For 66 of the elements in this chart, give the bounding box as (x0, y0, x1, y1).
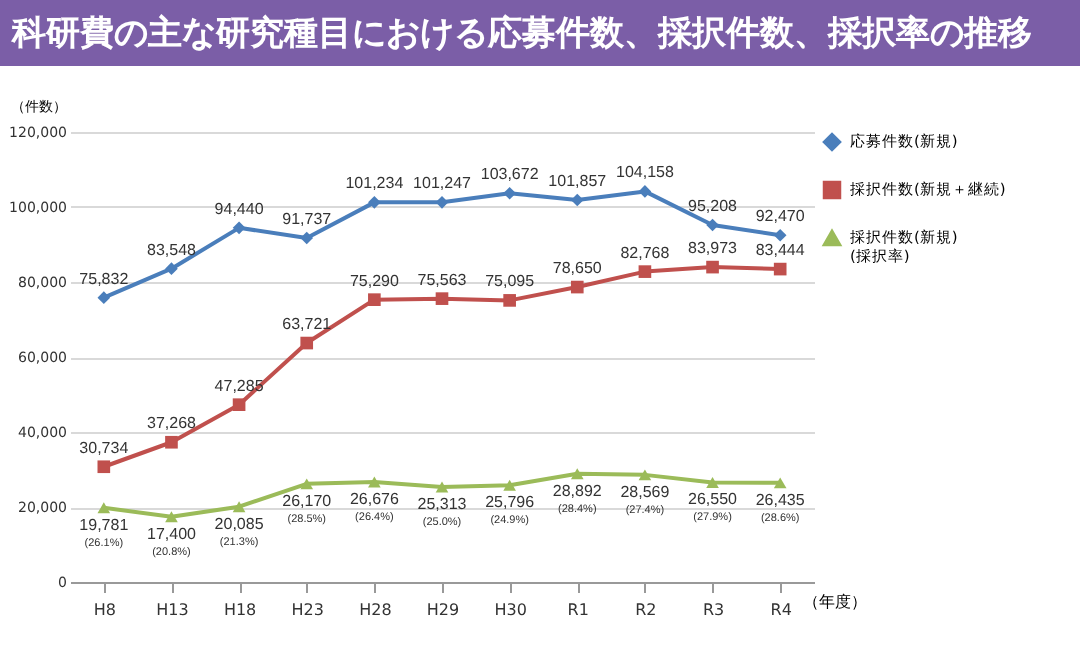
x-tick-label: H30 (494, 601, 527, 619)
data-label: 92,470 (755, 207, 806, 226)
point (165, 511, 178, 523)
data-label: 75,563 (417, 270, 468, 289)
data-label: 75,290 (349, 271, 400, 290)
point (97, 291, 111, 304)
x-tick-label: H8 (93, 601, 116, 619)
data-label: 83,973 (688, 239, 739, 258)
point (232, 501, 246, 513)
point (773, 477, 787, 489)
data-label: 103,672 (480, 165, 540, 184)
point (232, 398, 246, 412)
x-axis-title: （年度） (803, 593, 867, 611)
data-label: 83,548 (146, 240, 198, 259)
point (570, 280, 584, 294)
data-label: 95,208 (688, 196, 739, 215)
point (503, 294, 516, 307)
point (570, 468, 584, 480)
point (300, 336, 314, 350)
point (503, 479, 516, 491)
point (97, 460, 111, 474)
data-label: 91,737 (282, 209, 333, 228)
x-tick-label: R4 (770, 601, 792, 619)
data-label: 94,440 (214, 199, 265, 218)
x-tick-label: H18 (223, 601, 257, 619)
point (706, 218, 719, 232)
data-label: 82,768 (620, 243, 671, 262)
x-tick-label: R2 (635, 601, 657, 619)
point (638, 265, 652, 278)
point (773, 228, 787, 242)
data-label: 75,095 (485, 272, 536, 291)
data-label: 83,444 (755, 241, 806, 260)
data-label: 101,857 (548, 172, 608, 191)
point (165, 435, 178, 449)
point (570, 193, 584, 207)
point (706, 476, 719, 488)
x-tick-label: R1 (567, 601, 589, 619)
x-tick-label: H29 (426, 601, 460, 619)
point (773, 262, 787, 276)
data-label: 37,268 (146, 414, 198, 433)
point (638, 185, 652, 198)
chart-title: 科研費の主な研究種目における応募件数、採択件数、採択率の推移 (0, 0, 1080, 66)
point (435, 292, 449, 305)
point (300, 231, 314, 245)
point (435, 196, 449, 209)
point (706, 260, 719, 274)
data-label: 30,734 (79, 438, 130, 457)
point (97, 502, 111, 514)
data-label: 63,721 (282, 315, 333, 334)
data-label: 104,158 (615, 163, 675, 182)
point (503, 186, 516, 200)
data-label: 101,234 (345, 174, 405, 193)
point (232, 221, 246, 235)
data-label: 78,650 (552, 259, 603, 278)
x-tick-label: H28 (359, 601, 392, 619)
x-tick-label: R3 (702, 601, 725, 619)
x-tick-label: H13 (156, 601, 189, 619)
point (435, 481, 449, 493)
x-tick-label: H23 (291, 601, 324, 619)
point (165, 262, 178, 276)
point (368, 293, 381, 306)
point (300, 478, 314, 490)
point (368, 476, 381, 488)
data-label: 75,832 (79, 269, 130, 288)
data-label: 101,247 (413, 174, 473, 193)
point (638, 469, 652, 481)
